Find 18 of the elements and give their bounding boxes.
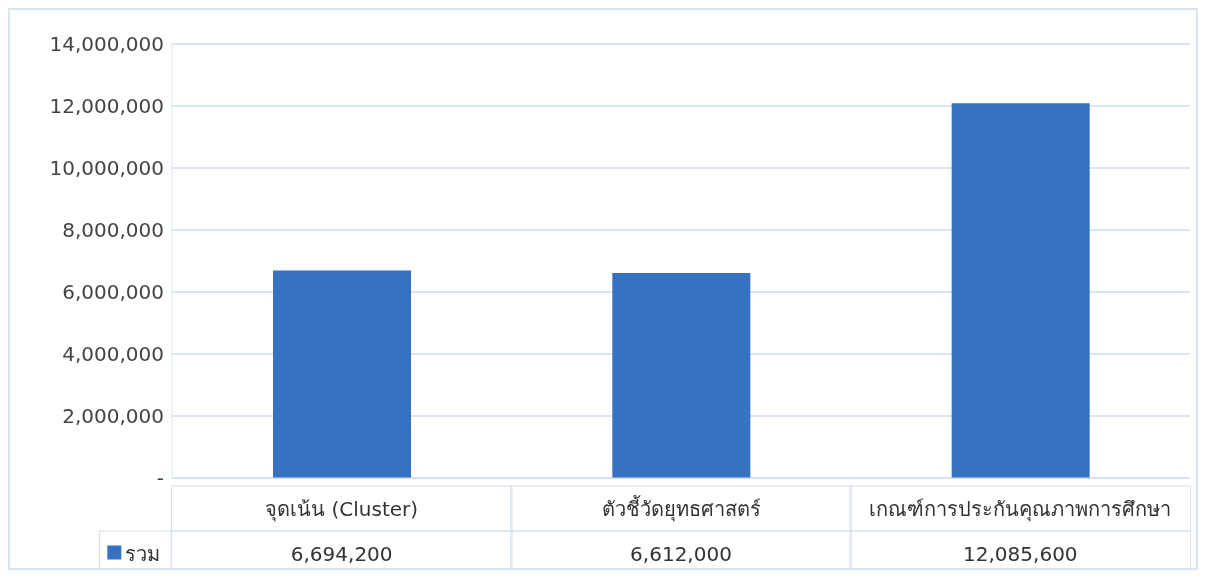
bar [951,103,1090,478]
bar [273,270,411,478]
y-tick-label: 4,000,000 [62,342,164,367]
x-tick-label: เกณฑ์การประกันคุณภาพการศึกษา [869,496,1172,522]
y-tick-label: 14,000,000 [49,32,164,57]
y-tick-label: 12,000,000 [49,94,164,119]
y-tick-label: - [156,466,164,491]
bar [612,273,751,478]
data-label: 12,085,600 [963,541,1078,566]
data-label: 6,694,200 [290,541,393,566]
y-tick-label: 2,000,000 [62,404,164,429]
data-label: 6,612,000 [630,541,732,566]
legend-label: รวม [125,541,161,566]
x-tick-label: จุดเน้น (Cluster) [265,496,419,522]
x-tick-label: ตัวชี้วัดยุทธศาสตร์ [601,494,761,522]
y-tick-label: 8,000,000 [62,218,164,243]
y-tick-label: 10,000,000 [49,156,164,181]
y-tick-label: 6,000,000 [62,280,164,305]
